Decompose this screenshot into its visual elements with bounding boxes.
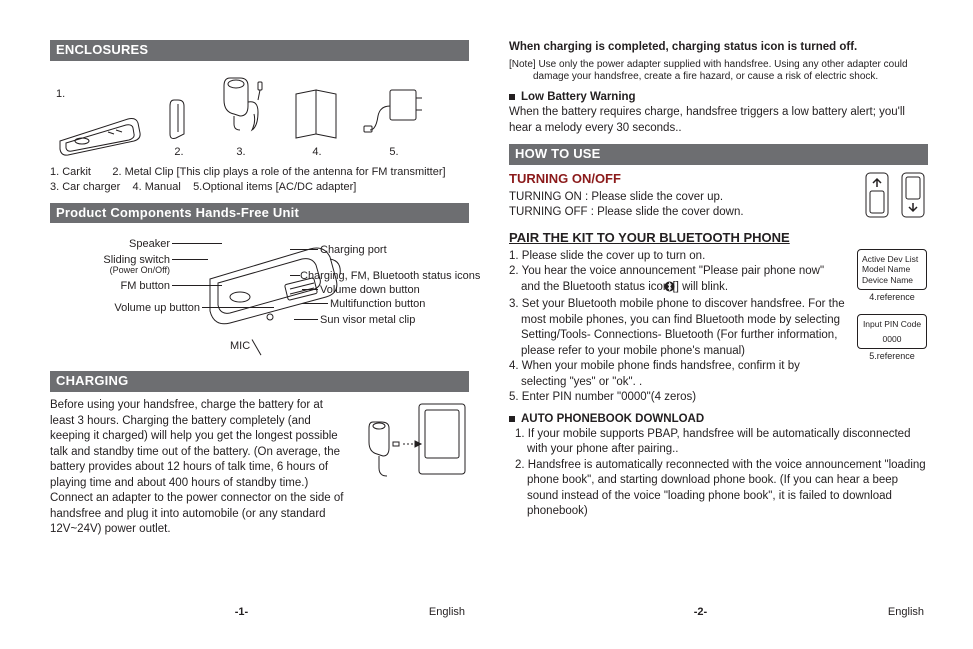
ref4-caption: 4.reference (869, 292, 915, 304)
components-figure: Speaker Sliding switch (Power On/Off) FM… (50, 229, 469, 369)
pair-step-5: 5. Enter PIN number "0000"(4 zeros) (509, 390, 846, 406)
fig-num-3: 3. (236, 145, 245, 159)
fig-carcharger: 3. (210, 72, 272, 159)
fig-acdc: 5. (362, 80, 426, 159)
manual-icon (290, 86, 344, 142)
fig-num-1: 1. (56, 87, 65, 101)
components-header: Product Components Hands-Free Unit (50, 203, 469, 224)
auto-step-2: 2. Handsfree is automatically reconnecte… (509, 458, 928, 520)
enclosures-caption-l1: 1. Carkit 2. Metal Clip [This clip plays… (50, 165, 469, 180)
slide-down-icon (898, 171, 928, 219)
fig-num-2: 2. (174, 145, 183, 159)
label-statusicons: Charging, FM, Bluetooth status icons (300, 269, 480, 283)
pair-steps: 1. Please slide the cover up to turn on.… (509, 249, 846, 406)
pair-step-3: 3. Set your Bluetooth mobile phone to di… (509, 297, 846, 359)
charging-diagram-icon (359, 398, 469, 494)
carkit-icon (56, 99, 148, 159)
onoff-figures (862, 171, 928, 219)
charging-header: CHARGING (50, 371, 469, 392)
ref4-l2: Model Name (862, 264, 922, 275)
charging-text: Before using your handsfree, charge the … (50, 398, 347, 538)
fig-num-5: 5. (389, 145, 398, 159)
enclosures-caption-l2: 3. Car charger 4. Manual 5.Optional item… (50, 180, 469, 195)
carcharger-icon (210, 72, 272, 142)
label-voldown: Volume down button (320, 283, 420, 297)
page-2: When charging is completed, charging sta… (509, 40, 928, 619)
label-speaker: Speaker (50, 237, 170, 251)
auto-steps: 1. If your mobile supports PBAP, handsfr… (509, 427, 928, 520)
pair-step-2: 2. You hear the voice announcement "Plea… (509, 264, 846, 297)
acdc-icon (362, 80, 426, 142)
label-chargingport: Charging port (320, 243, 387, 257)
label-volup: Volume up button (50, 301, 200, 315)
page1-footer: -1- English (50, 605, 469, 619)
label-fmbtn: FM button (50, 279, 170, 293)
fig-num-4: 4. (312, 145, 321, 159)
low-battery-text: When the battery requires charge, handsf… (509, 105, 928, 136)
charging-complete-text: When charging is completed, charging sta… (509, 40, 928, 56)
label-mic: MIC (230, 339, 250, 353)
page2-number: -2- (694, 605, 707, 619)
page1-lang: English (429, 605, 465, 619)
label-sunvisor: Sun visor metal clip (320, 313, 415, 327)
charging-body: Before using your handsfree, charge the … (50, 398, 469, 538)
enclosures-caption: 1. Carkit 2. Metal Clip [This clip plays… (50, 165, 469, 195)
ref5-caption: 5.reference (869, 351, 915, 363)
fig-metalclip: 2. (166, 96, 192, 159)
pair-section: 1. Please slide the cover up to turn on.… (509, 249, 928, 406)
ref5-l2: 0000 (862, 334, 922, 345)
page-1: ENCLOSURES 1. 2. (50, 40, 469, 619)
label-sliding-sub: (Power On/Off) (50, 265, 170, 277)
enclosures-header: ENCLOSURES (50, 40, 469, 61)
low-battery-heading-row: Low Battery Warning (509, 90, 928, 106)
ref5-l1: Input PIN Code (862, 319, 922, 330)
slide-up-icon (862, 171, 892, 219)
charging-figure (359, 398, 469, 494)
auto-heading-row: AUTO PHONEBOOK DOWNLOAD (509, 412, 928, 427)
page2-footer: -2- English (509, 605, 928, 619)
enclosures-figures: 1. 2. (50, 67, 469, 159)
bullet-icon (509, 416, 515, 422)
pair-references: Active Dev List Model Name Device Name 4… (856, 249, 928, 406)
fig-manual: 4. (290, 86, 344, 159)
page2-top: When charging is completed, charging sta… (509, 40, 928, 144)
ref4-box: Active Dev List Model Name Device Name (857, 249, 927, 291)
metalclip-icon (166, 96, 192, 142)
howtouse-header: HOW TO USE (509, 144, 928, 165)
ref4-l3: Device Name (862, 275, 922, 286)
page2-lang: English (888, 605, 924, 619)
ref4-l1: Active Dev List (862, 254, 922, 265)
fig-carkit: 1. (56, 99, 148, 159)
label-multifn: Multifunction button (330, 297, 425, 311)
charging-note: [Note] Use only the power adapter suppli… (509, 59, 928, 84)
pair-step-1: 1. Please slide the cover up to turn on. (509, 249, 846, 265)
pair-step-4: 4. When your mobile phone finds handsfre… (509, 359, 846, 390)
pair-heading: PAIR THE KIT TO YOUR BLUETOOTH PHONE (509, 230, 928, 247)
bullet-icon (509, 94, 515, 100)
low-battery-heading: Low Battery Warning (521, 90, 636, 106)
page1-number: -1- (235, 605, 248, 619)
ref5-box: Input PIN Code 0000 (857, 314, 927, 349)
auto-heading: AUTO PHONEBOOK DOWNLOAD (521, 412, 704, 427)
auto-step-1: 1. If your mobile supports PBAP, handsfr… (509, 427, 928, 458)
turning-section: TURNING ON/OFF TURNING ON : Please slide… (509, 171, 928, 220)
